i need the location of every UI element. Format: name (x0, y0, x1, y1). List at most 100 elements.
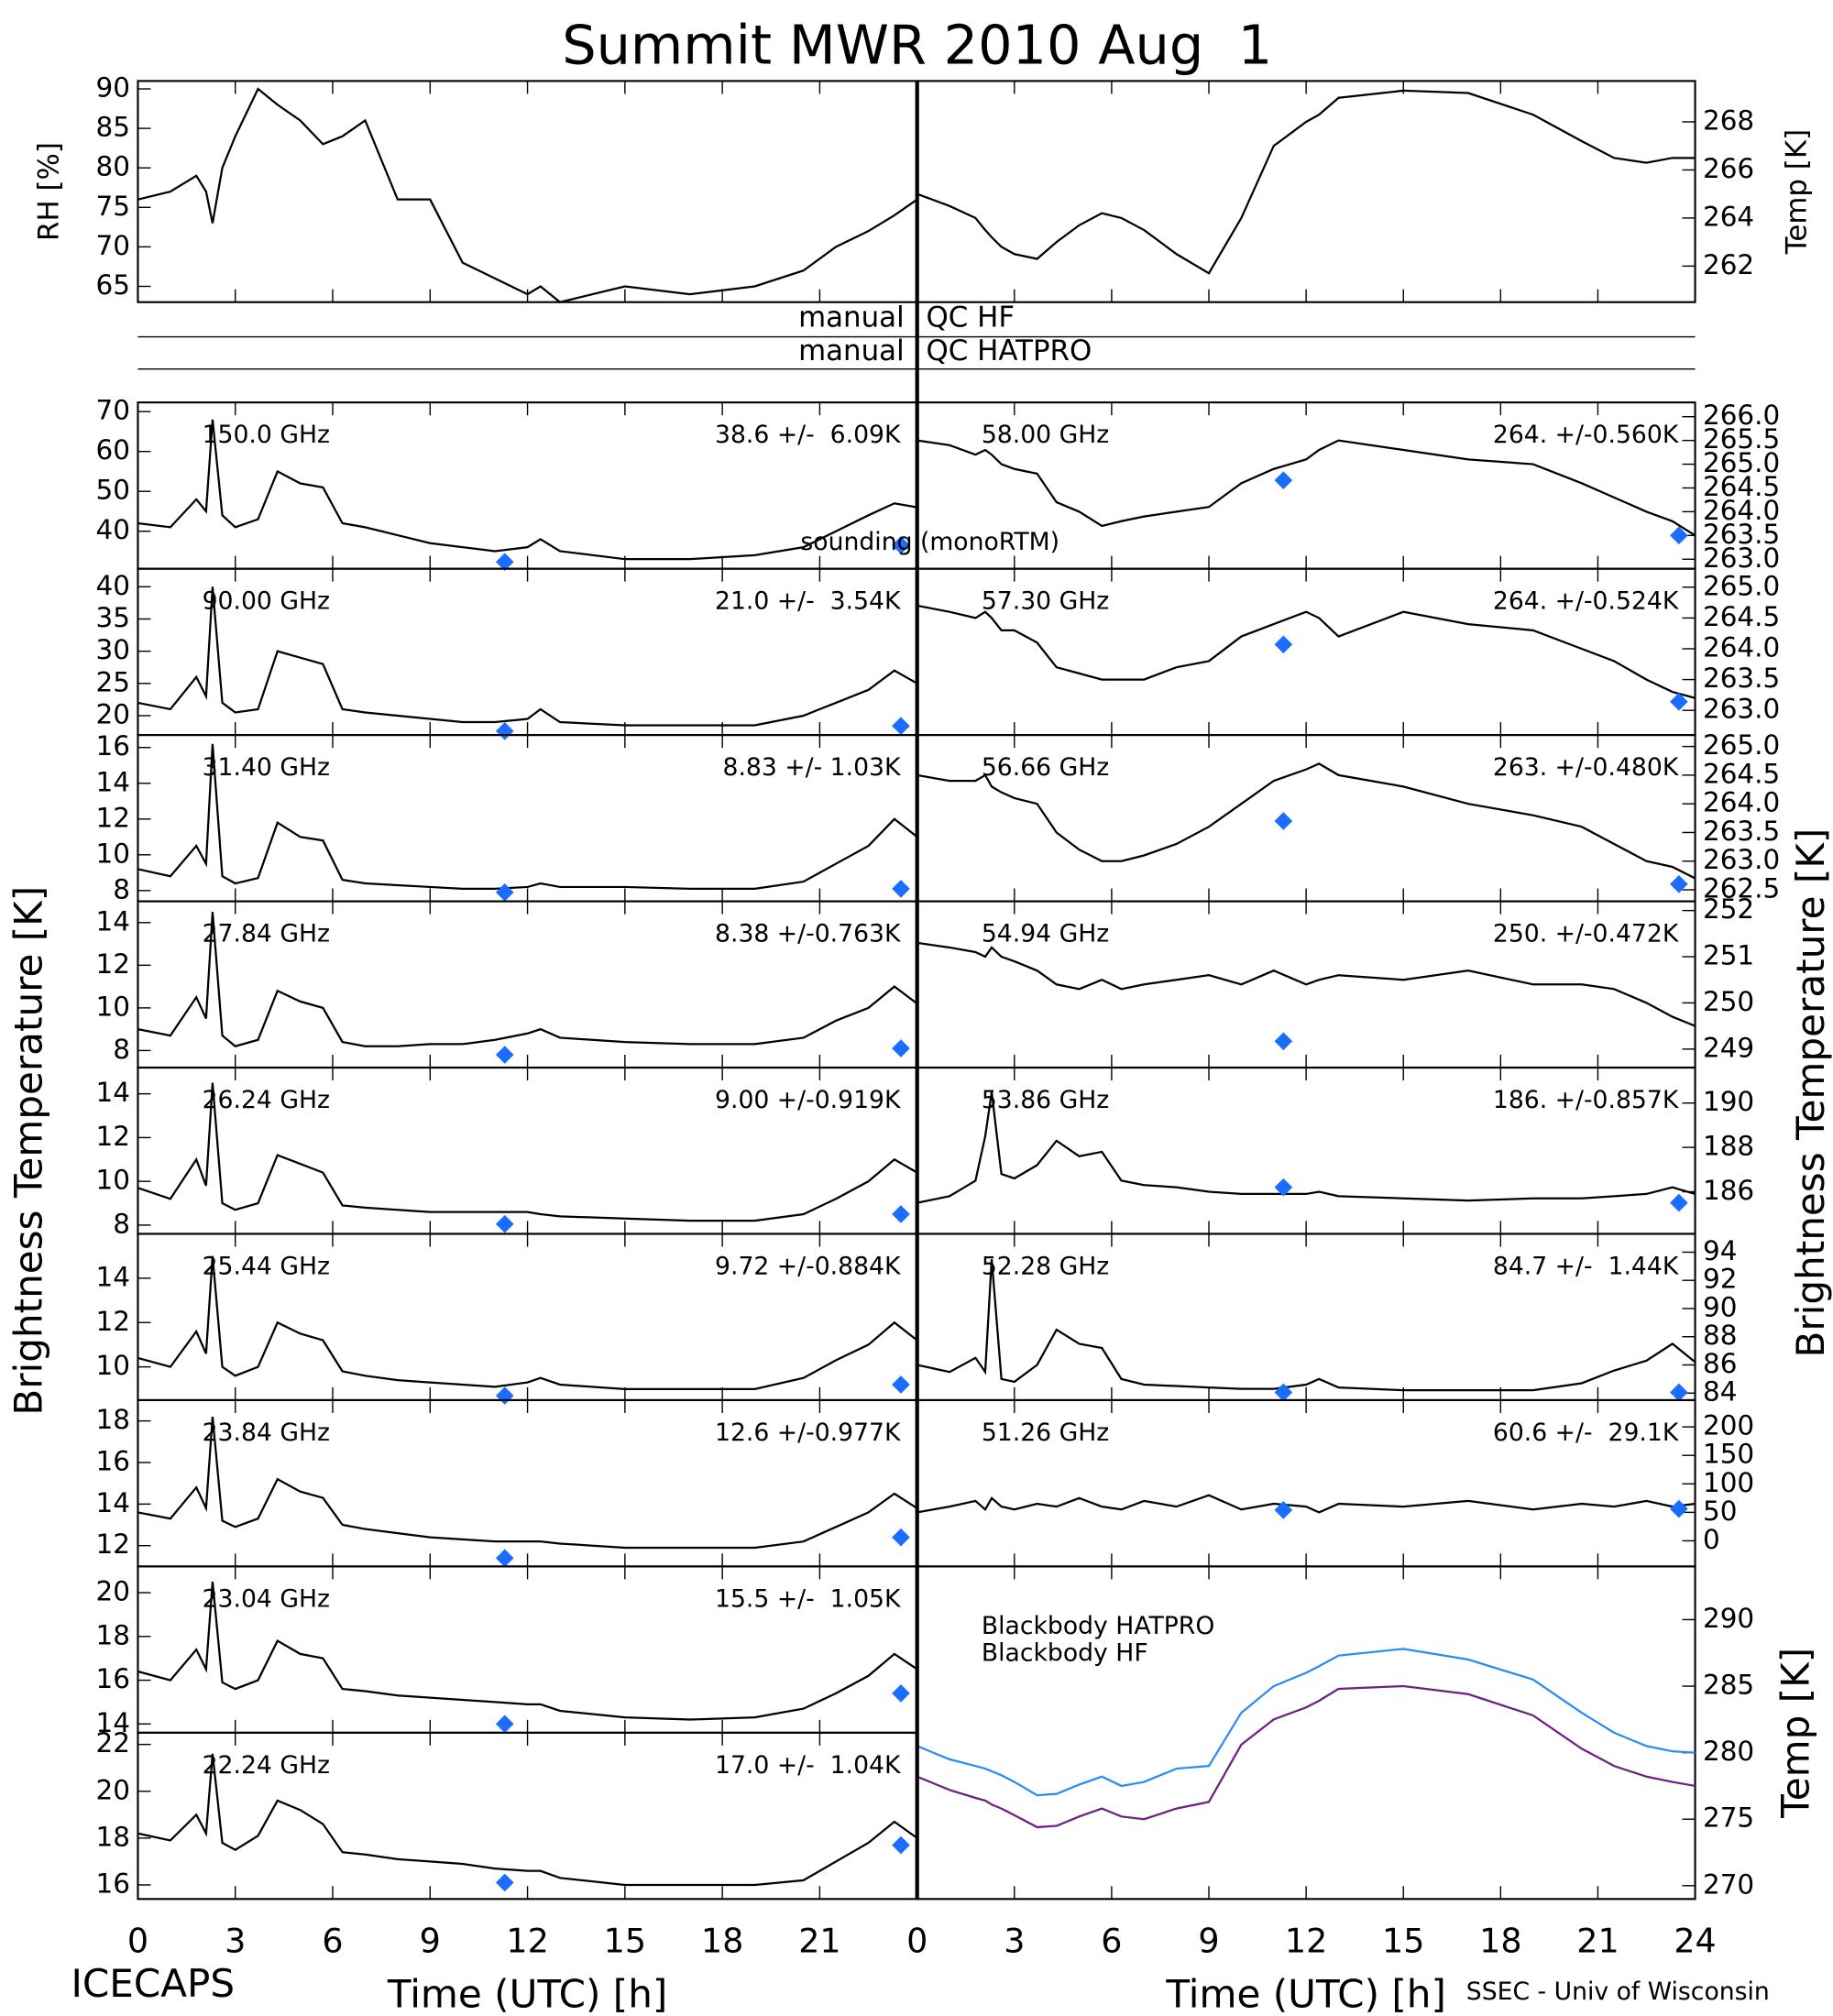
y-tick-label: 50 (96, 475, 130, 506)
stats-label: 8.38 +/-0.763K (715, 920, 902, 948)
y-tick-label: 12 (96, 1528, 130, 1560)
y-tick-label: 10 (96, 1165, 130, 1196)
sounding-marker (495, 1214, 514, 1233)
y-tick-label: 8 (113, 1208, 130, 1239)
stats-label: 21.0 +/- 3.54K (715, 587, 902, 616)
y-tick-label: 280 (1703, 1736, 1754, 1767)
y-tick-label: 90 (96, 72, 130, 104)
y-tick-label: 264.0 (1703, 495, 1780, 526)
series-line (916, 941, 1696, 1027)
sounding-marker (1274, 1032, 1293, 1051)
y-tick-label: 92 (1703, 1264, 1737, 1295)
y-tick-label: 18 (96, 1404, 130, 1435)
y-tick-label: 16 (96, 1445, 130, 1476)
y-tick-label: 10 (96, 991, 130, 1022)
y-tick-label: 10 (96, 838, 130, 869)
sounding-marker (1274, 1178, 1293, 1197)
y-tick-label: 60 (96, 434, 130, 466)
y-tick-label: 275 (1703, 1802, 1754, 1834)
y-tick-label: 265.0 (1703, 570, 1780, 601)
y-tick-label: 75 (96, 191, 130, 222)
series-line (137, 87, 918, 303)
x-tick-label: 6 (1101, 1922, 1122, 1961)
y-axis-label: RH [%] (33, 142, 66, 241)
y-tick-label: 14 (96, 1487, 130, 1518)
y-tick-label: 18 (96, 1619, 130, 1650)
y-tick-label: 0 (1703, 1524, 1720, 1555)
y-tick-label: 263.0 (1703, 542, 1780, 574)
y-tick-label: 22 (96, 1727, 130, 1759)
sounding-marker (892, 1528, 910, 1547)
sounding-marker (892, 717, 910, 736)
y-tick-label: 285 (1703, 1670, 1754, 1701)
series-line (137, 743, 918, 891)
sounding-marker (495, 1046, 514, 1064)
x-tick-label: 18 (701, 1922, 743, 1961)
y-tick-label: 265.5 (1703, 423, 1780, 455)
channel-label: 26.24 GHz (203, 1086, 330, 1114)
legend-entry: Blackbody HATPRO (982, 1612, 1214, 1640)
y-tick-label: 190 (1703, 1086, 1754, 1117)
y-tick-label: 94 (1703, 1235, 1737, 1266)
stats-label: 9.72 +/-0.884K (715, 1252, 902, 1280)
channel-label: 57.30 GHz (982, 587, 1109, 616)
x-tick-label: 15 (604, 1922, 646, 1961)
y-tick-label: 84 (1703, 1376, 1737, 1408)
y-tick-label: 70 (96, 395, 130, 426)
x-tick-label: 21 (798, 1922, 840, 1961)
y-tick-label: 16 (96, 1868, 130, 1899)
stats-label: 38.6 +/- 6.09K (715, 421, 902, 449)
y-tick-label: 12 (96, 802, 130, 833)
channel-label: 53.86 GHz (982, 1086, 1109, 1114)
y-tick-label: 88 (1703, 1320, 1737, 1351)
x-tick-label: 15 (1382, 1922, 1424, 1961)
series-line (916, 1259, 1696, 1392)
y-tick-label: 14 (96, 1261, 130, 1292)
y-tick-label: 100 (1703, 1467, 1754, 1498)
sounding-marker (495, 882, 514, 902)
y-tick-label: 80 (96, 151, 130, 182)
y-axis-label: Brightness Temperature [K] (5, 886, 50, 1416)
y-tick-label: 18 (96, 1821, 130, 1852)
sounding-marker (1274, 471, 1293, 490)
x-tick-label: 3 (1004, 1922, 1025, 1961)
channel-label: 51.26 GHz (982, 1419, 1109, 1447)
channel-label: 22.24 GHz (203, 1751, 330, 1780)
y-tick-label: 70 (96, 230, 130, 261)
y-tick-label: 266.0 (1703, 400, 1780, 431)
y-tick-label: 264.0 (1703, 631, 1780, 663)
x-tick-label: 0 (906, 1922, 927, 1961)
y-tick-label: 85 (96, 112, 130, 143)
series-line (916, 89, 1696, 275)
x-tick-label: 18 (1479, 1922, 1521, 1961)
sounding-marker (495, 1549, 514, 1568)
y-tick-label: 263.5 (1703, 663, 1780, 694)
y-tick-label: 263.5 (1703, 519, 1780, 550)
sounding-marker (495, 1715, 514, 1734)
stats-label: 9.00 +/-0.919K (715, 1086, 902, 1114)
channel-label: 58.00 GHz (982, 421, 1109, 449)
qc-label: QC HF (927, 301, 1015, 334)
series-line (916, 439, 1696, 537)
sounding-marker (1274, 635, 1293, 654)
y-tick-label: 263.0 (1703, 844, 1780, 875)
x-tick-label: 0 (127, 1922, 148, 1961)
qc-label: manual (798, 334, 905, 367)
stats-label: 264. +/-0.560K (1493, 421, 1680, 449)
y-tick-label: 263.5 (1703, 816, 1780, 847)
channel-label: 90.00 GHz (203, 587, 330, 616)
series-line (916, 1684, 1696, 1829)
stats-label: 250. +/-0.472K (1493, 920, 1680, 948)
y-tick-label: 290 (1703, 1603, 1754, 1634)
y-tick-label: 265.0 (1703, 729, 1780, 761)
series-line (137, 912, 918, 1047)
sounding-marker (1274, 1501, 1293, 1519)
series-line (916, 1091, 1696, 1204)
y-tick-label: 268 (1703, 104, 1754, 136)
y-tick-label: 86 (1703, 1348, 1737, 1379)
y-tick-label: 264.5 (1703, 471, 1780, 502)
y-tick-label: 14 (96, 1707, 130, 1738)
x-tick-label: 3 (225, 1922, 246, 1961)
